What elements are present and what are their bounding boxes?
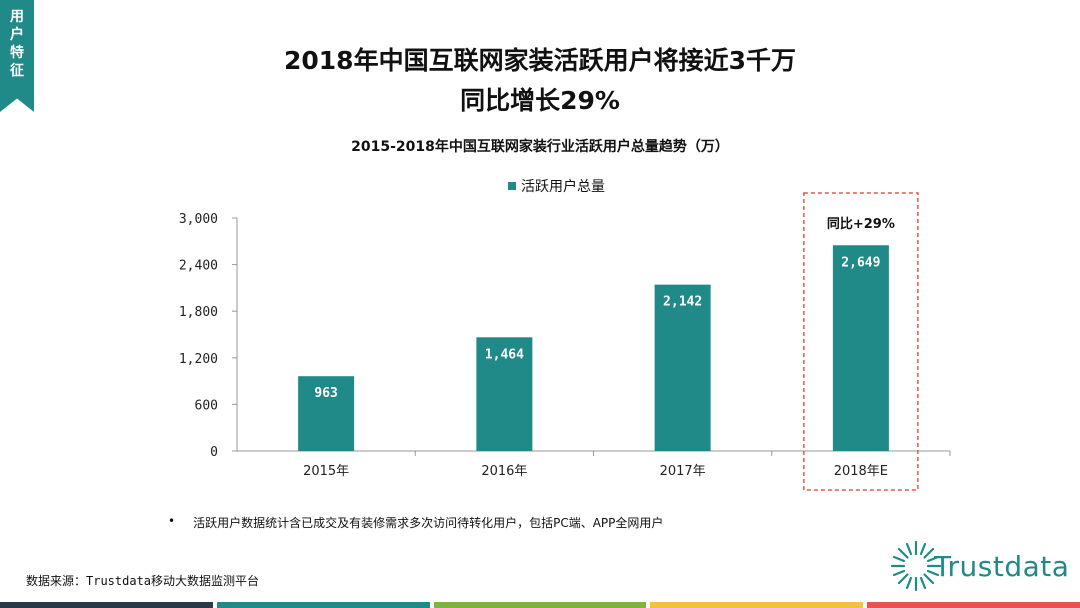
bar [476,337,533,451]
bottom-color-bar [0,602,1080,608]
legend-label: 活跃用户总量 [521,179,605,195]
data-label: 1,464 [485,347,524,362]
highlight-box [803,192,919,491]
bottom-bar-segment [433,602,647,608]
data-source: 数据来源：Trustdata移动大数据监测平台 [26,574,260,588]
trustdata-logo: Trustdata [890,538,1069,594]
legend-swatch [508,182,516,190]
y-tick-label: 0 [210,445,218,460]
y-tick-label: 1,200 [179,352,218,367]
footnote: • 活跃用户数据统计含已成交及有装修需求多次访问待转化用户，包括PC端、APP全… [168,514,663,531]
logo-text: Trustdata [934,549,1070,583]
bottom-bar-segment [867,602,1080,608]
growth-annotation: 同比+29% [827,216,895,232]
x-tick-label: 2017年 [660,464,706,479]
footnote-text: 活跃用户数据统计含已成交及有装修需求多次访问待转化用户，包括PC端、APP全网用… [193,516,664,530]
bar [832,245,889,451]
bottom-bar-segment [216,602,430,608]
bottom-bar-segment [650,602,864,608]
y-tick-label: 2,400 [179,259,218,274]
data-label: 963 [314,386,337,401]
bullet-icon: • [168,514,176,528]
y-tick-label: 3,000 [179,212,218,227]
x-tick-label: 2018年E [834,464,888,479]
data-label: 2,649 [841,255,880,270]
chart-title: 2015-2018年中国互联网家装行业活跃用户总量趋势（万） [351,139,729,155]
section-tab-char: 用 [10,9,24,25]
data-label: 2,142 [663,295,702,310]
x-tick-label: 2016年 [481,464,527,479]
bar [298,376,355,451]
page-title: 2018年中国互联网家装活跃用户将接近3千万 [284,46,796,75]
x-tick-label: 2015年 [303,464,349,479]
section-tab-char: 特 [10,45,24,61]
bar [654,284,711,451]
section-tab-char: 户 [10,27,24,43]
bottom-bar-segment [0,602,213,608]
y-tick-label: 1,800 [179,305,218,320]
y-tick-label: 600 [195,398,218,413]
sunburst-icon [890,540,942,592]
section-tab-char: 征 [10,63,24,79]
section-tab: 用 户 特 征 [0,0,34,112]
page-subtitle: 同比增长29% [460,86,620,115]
chart-legend: 活跃用户总量 [508,176,605,196]
